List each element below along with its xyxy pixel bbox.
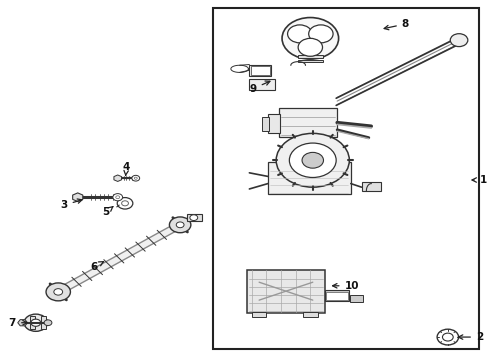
Text: 8: 8 [384, 19, 408, 30]
Bar [262, 117, 269, 131]
Bar [251, 312, 266, 317]
Circle shape [302, 152, 323, 168]
Circle shape [176, 222, 183, 228]
Bar [249, 79, 274, 90]
Bar [349, 295, 363, 302]
Bar [278, 108, 336, 137]
Circle shape [44, 320, 52, 325]
Circle shape [298, 39, 322, 56]
Text: 1: 1 [471, 175, 486, 185]
Text: 9: 9 [249, 81, 269, 94]
Bar [326, 292, 347, 300]
Bar [267, 162, 350, 194]
Circle shape [117, 198, 133, 209]
Bar [30, 316, 35, 329]
Circle shape [276, 134, 348, 187]
Polygon shape [114, 175, 122, 181]
Text: 2: 2 [457, 332, 482, 342]
Bar [298, 55, 322, 58]
Circle shape [436, 329, 458, 345]
Bar [212, 8, 478, 348]
Circle shape [134, 177, 137, 179]
Text: 7: 7 [9, 318, 27, 328]
Bar [249, 64, 271, 76]
Text: 6: 6 [90, 262, 103, 272]
Text: 3: 3 [61, 199, 82, 210]
Bar [298, 59, 322, 62]
Circle shape [54, 289, 62, 295]
Circle shape [189, 215, 197, 221]
Bar [361, 182, 380, 191]
Circle shape [24, 314, 47, 331]
Bar [250, 66, 269, 75]
Text: 10: 10 [332, 281, 358, 291]
Polygon shape [73, 193, 82, 202]
Circle shape [46, 283, 70, 301]
Bar [246, 270, 325, 313]
Circle shape [308, 25, 332, 43]
Circle shape [31, 319, 41, 326]
Text: 5: 5 [102, 207, 113, 217]
Circle shape [113, 194, 122, 201]
Circle shape [289, 143, 335, 177]
Circle shape [122, 201, 128, 206]
Bar [187, 214, 202, 221]
Bar [41, 316, 45, 329]
Circle shape [442, 333, 452, 341]
Bar [325, 291, 348, 301]
Circle shape [287, 25, 311, 43]
Circle shape [282, 18, 338, 59]
Polygon shape [18, 320, 27, 326]
Circle shape [132, 175, 140, 181]
Circle shape [116, 196, 120, 199]
Circle shape [449, 34, 467, 46]
Text: 4: 4 [122, 162, 130, 175]
Circle shape [169, 217, 190, 233]
Bar [303, 312, 317, 317]
Bar [267, 114, 280, 134]
